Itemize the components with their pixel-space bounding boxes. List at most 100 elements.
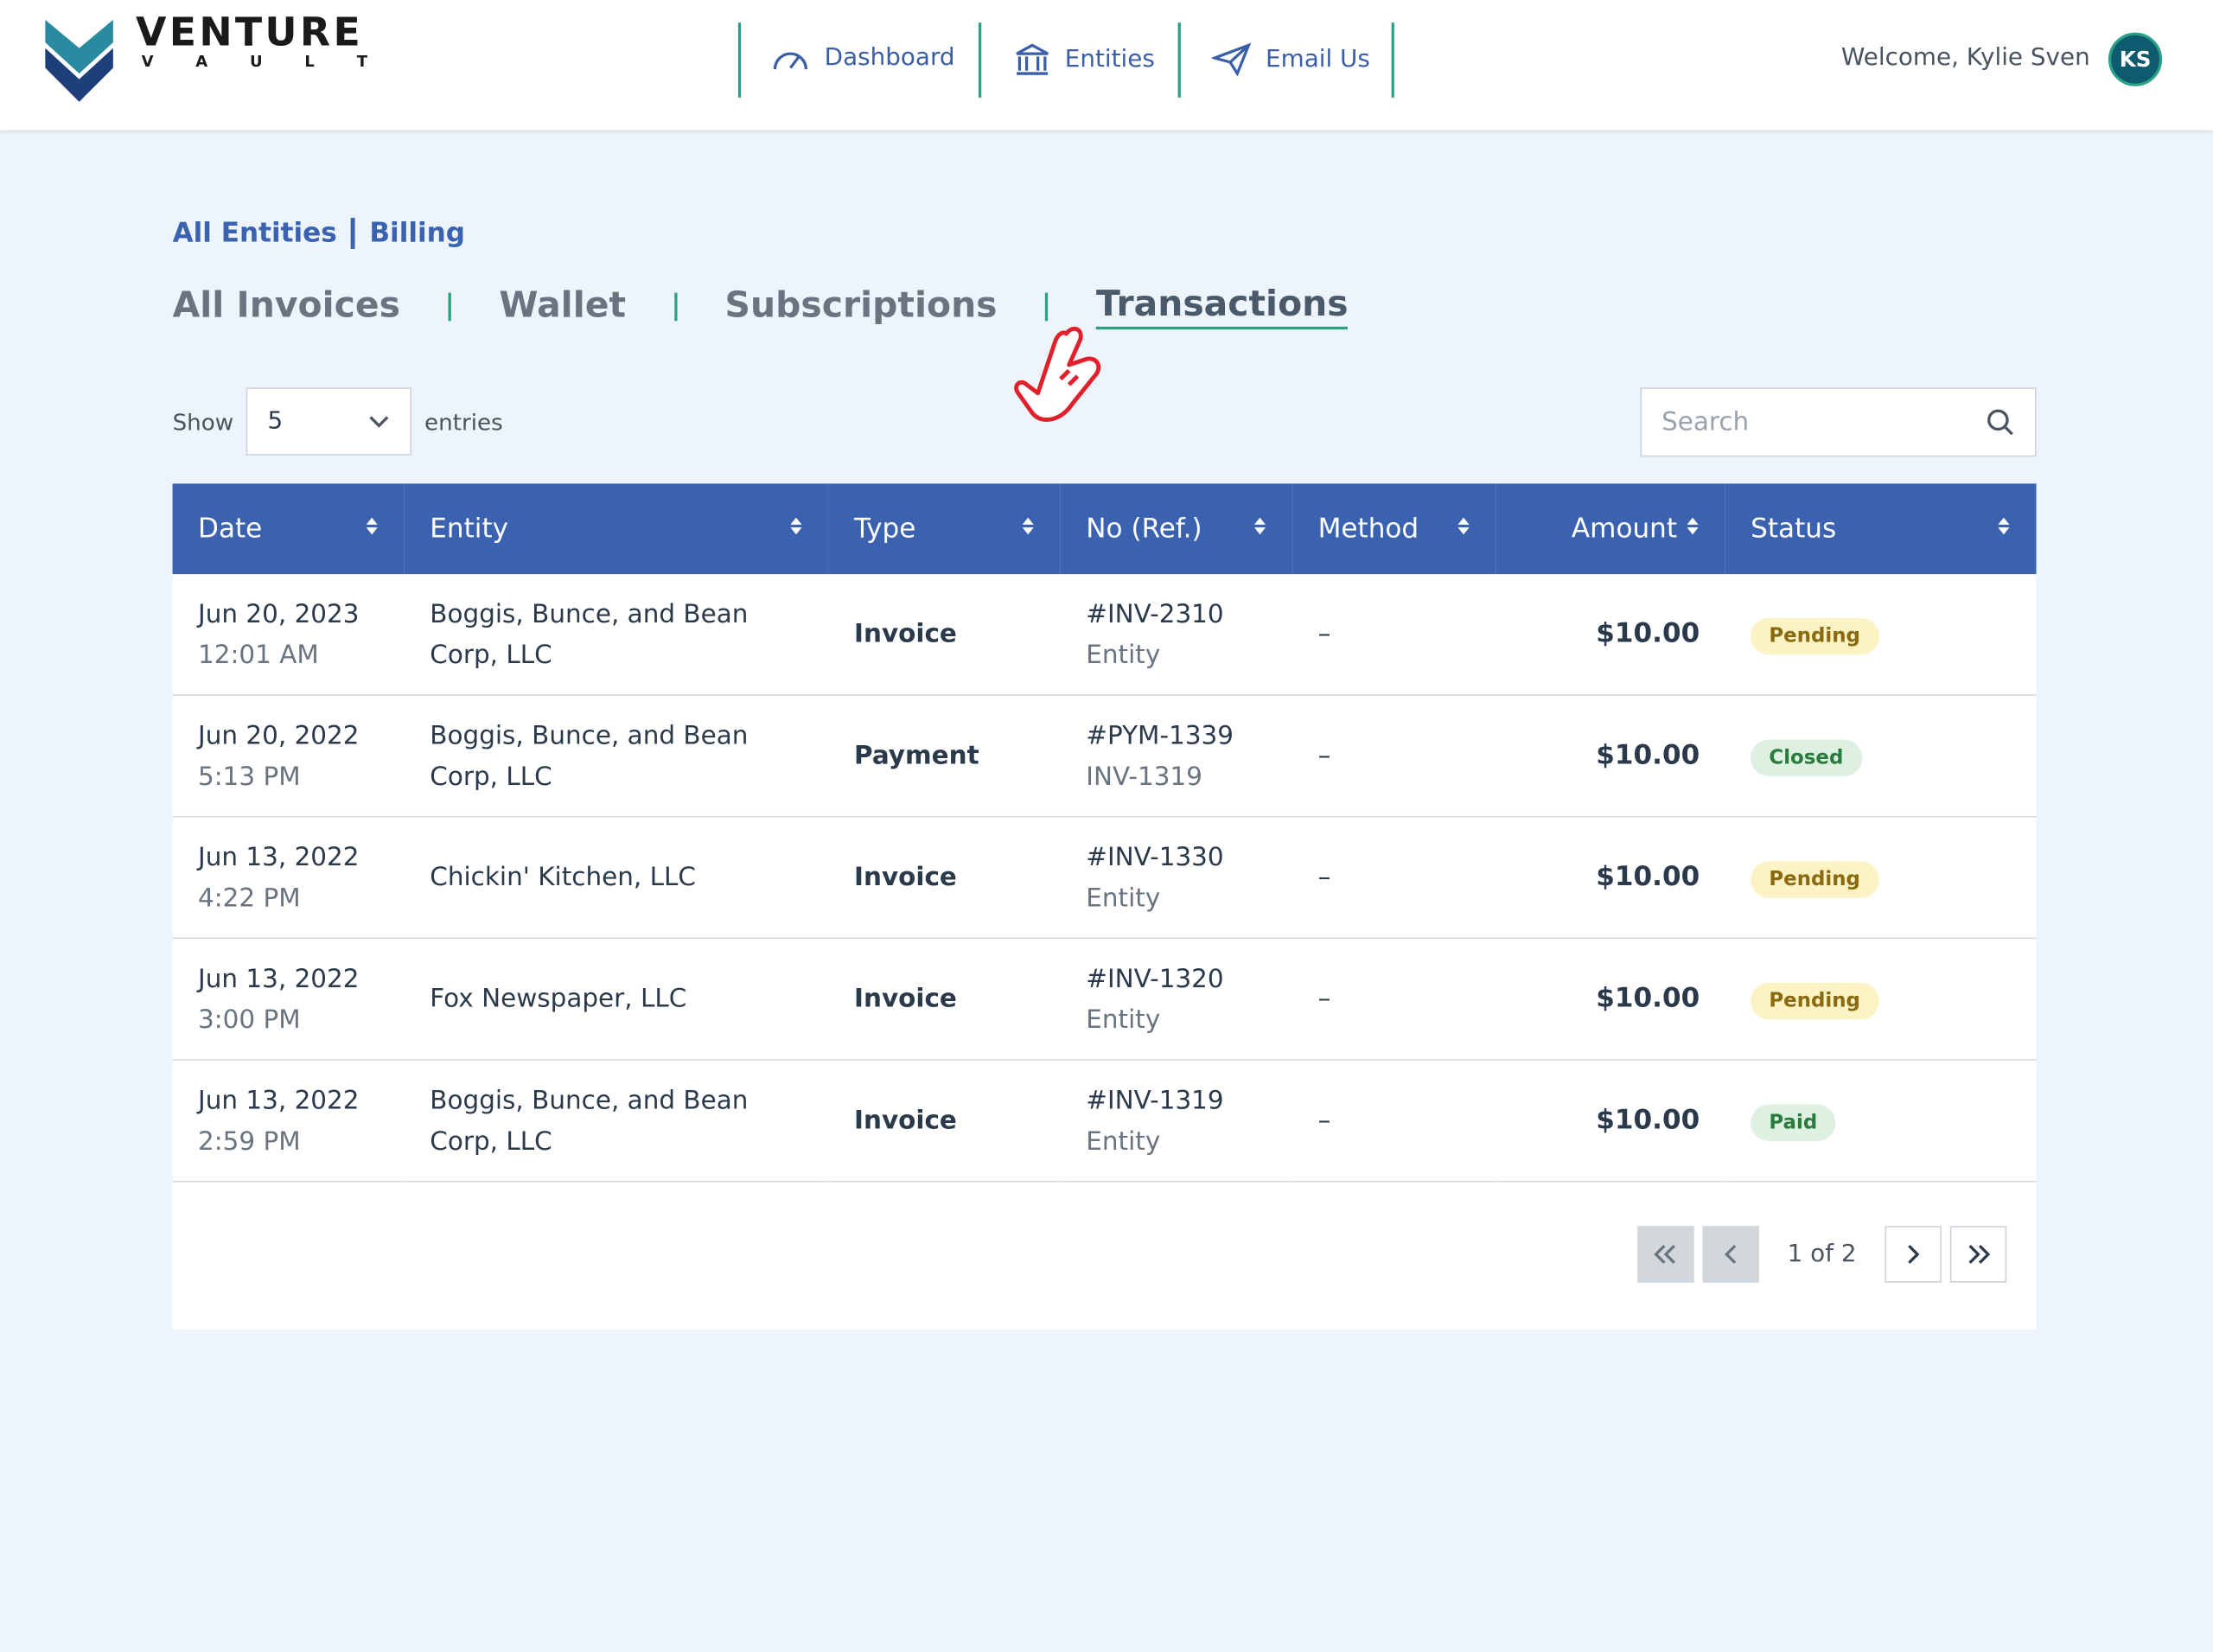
amount-cell: $10.00 [1496,574,1725,696]
amount: $10.00 [1596,739,1700,771]
entity-cell: Boggis, Bunce, and Bean Corp, LLC [404,694,829,818]
method-cell: – [1292,694,1496,818]
date-cell: Jun 13, 2022 3:00 PM [172,938,405,1061]
type: Invoice [854,619,957,649]
ref: #INV-1330 [1086,842,1224,872]
entity-cell: Boggis, Bunce, and Bean Corp, LLC [404,1060,829,1183]
nav-label[interactable]: Entities [1064,45,1155,74]
page-size-select[interactable]: 5 [246,387,412,456]
column-header[interactable]: Amount [1496,483,1725,575]
method-cell: – [1292,574,1496,696]
avatar[interactable]: KS [2108,32,2163,86]
search-box[interactable]: Search [1640,387,2037,457]
table-card: Date Entity Type No (Ref.) Method Amount Statu… [172,483,2037,1330]
ref-note: Entity [1086,640,1161,670]
entity-cell: Chickin' Kitchen, LLC [404,816,829,940]
date-cell: Jun 20, 2023 12:01 AM [172,574,405,696]
ref-note: Entity [1086,883,1161,913]
amount: $10.00 [1596,617,1700,649]
nav-label[interactable]: Dashboard [824,43,955,73]
amount-cell: $10.00 [1496,938,1725,1061]
first-page[interactable] [1637,1226,1694,1283]
breadcrumb: All Entities Billing [172,217,465,249]
date: Jun 20, 2023 [198,598,360,629]
column-header[interactable]: Entity [404,483,829,575]
ref-cell: #INV-1320 Entity [1060,938,1293,1061]
ref: #INV-2310 [1086,598,1224,629]
status-cell: Pending [1725,938,2037,1061]
column-label[interactable]: Amount [1571,513,1678,545]
nav-entities[interactable]: Entities [1014,42,1155,76]
column-header[interactable]: Type [828,483,1061,575]
sort-icon[interactable] [1997,513,2011,545]
page-size[interactable]: 5 [267,407,284,436]
header-content[interactable]: Method [1318,513,1471,545]
table-row: Jun 13, 2022 3:00 PM Fox Newspaper, LLC Inv… [172,938,2037,1061]
column-header[interactable]: Method [1292,483,1496,575]
column-header[interactable]: No (Ref.) [1060,483,1293,575]
ref: #PYM-1339 [1086,720,1234,750]
method-cell: – [1292,938,1496,1061]
show-suffix: entries [424,407,503,436]
ref-cell: #PYM-1339 INV-1319 [1060,694,1293,818]
sort-icon[interactable] [1021,513,1035,545]
header-content[interactable]: Entity [430,513,803,545]
type: Payment [854,741,979,771]
ref-note: Entity [1086,1126,1161,1157]
search-placeholder[interactable]: Search [1661,407,1750,437]
date-cell: Jun 13, 2022 2:59 PM [172,1060,405,1183]
column-header[interactable]: Status [1725,483,2037,575]
method: – [1317,619,1331,649]
column-label[interactable]: Status [1751,513,1837,545]
column-label[interactable]: Method [1317,513,1419,545]
time: 2:59 PM [198,1126,301,1157]
type-cell: Invoice [828,938,1061,1061]
method: – [1317,862,1331,893]
sort-icon[interactable] [365,513,379,545]
nav-dashboard[interactable]: Dashboard [771,42,955,73]
column-label[interactable]: Type [854,513,916,545]
type-cell: Invoice [828,574,1061,696]
tab[interactable]: All Invoices [172,284,400,326]
type-cell: Invoice [828,816,1061,940]
prev-page[interactable] [1702,1226,1759,1283]
header-content[interactable]: Type [854,513,1035,545]
transactions-table: Date Entity Type No (Ref.) Method Amount Statu… [172,483,2037,1183]
type: Invoice [854,862,957,893]
column-label[interactable]: Entity [430,513,509,545]
status-badge: Pending [1751,861,1879,898]
ref: #INV-1319 [1086,1085,1224,1115]
breadcrumb-link[interactable]: Billing [351,217,465,249]
time: 3:00 PM [198,1005,301,1035]
type-cell: Invoice [828,1060,1061,1183]
logo-title: VENTURE [136,8,364,55]
next-page[interactable] [1885,1226,1942,1283]
status-cell: Paid [1725,1060,2037,1183]
header: VENTURE V A U L T Dashboard Entities Ema… [0,0,2213,131]
status-cell: Pending [1725,574,2037,696]
tab[interactable]: Subscriptions [724,284,998,326]
sort-icon[interactable] [1686,513,1700,545]
table-row: Jun 13, 2022 2:59 PM Boggis, Bunce, and Be… [172,1060,2037,1183]
header-content[interactable]: Status [1751,513,2011,545]
tab[interactable]: Transactions [1096,283,1349,330]
sort-icon[interactable] [789,513,803,545]
status-badge: Paid [1751,1104,1836,1142]
nav-email[interactable]: Email Us [1211,42,1370,77]
column-header[interactable]: Date [172,483,405,575]
column-label[interactable]: No (Ref.) [1086,513,1202,545]
header-content[interactable]: Date [198,513,379,545]
page-indicator: 1 of 2 [1787,1240,1857,1269]
entity: Chickin' Kitchen, LLC [430,862,696,893]
tab[interactable]: Wallet [499,284,627,326]
column-label[interactable]: Date [198,513,263,545]
last-page[interactable] [1949,1226,2006,1283]
breadcrumb-link[interactable]: All Entities [172,217,337,249]
table-row: Jun 20, 2023 12:01 AM Boggis, Bunce, and B… [172,574,2037,696]
header-content[interactable]: No (Ref.) [1086,513,1266,545]
sort-icon[interactable] [1253,513,1266,545]
nav-label[interactable]: Email Us [1266,45,1370,74]
sort-icon[interactable] [1457,513,1470,545]
header-content[interactable]: Amount [1521,513,1700,545]
